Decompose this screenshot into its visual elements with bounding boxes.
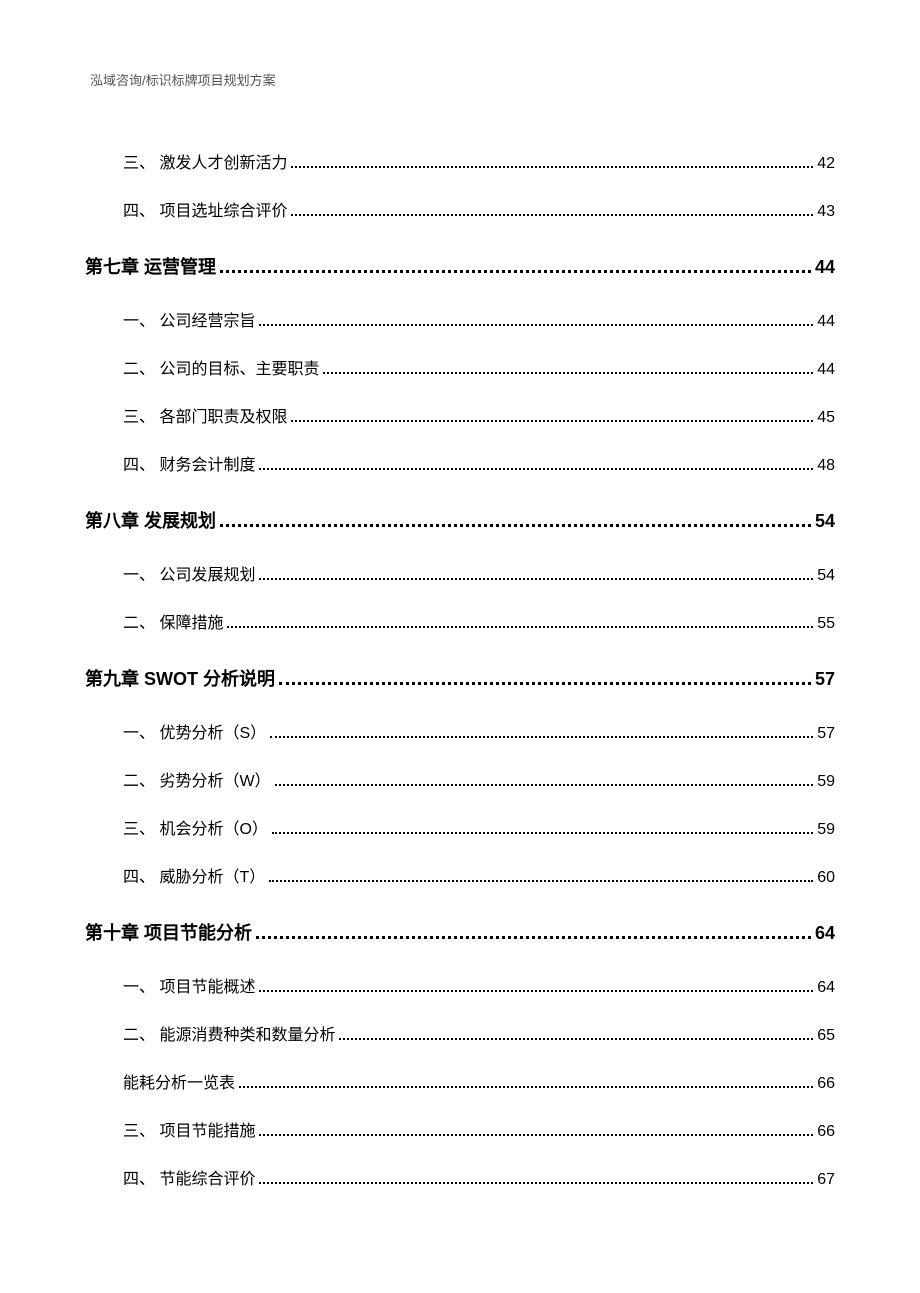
toc-leader-dots	[259, 1134, 813, 1136]
toc-entry: 四、 项目选址综合评价 43	[85, 197, 835, 221]
toc-entry-text: 二、 能源消费种类和数量分析	[123, 1021, 335, 1045]
toc-entry-text: 二、 公司的目标、主要职责	[123, 355, 319, 379]
toc-entry-page: 42	[817, 155, 835, 173]
toc-entry-page: 66	[817, 1123, 835, 1141]
toc-entry: 三、 项目节能措施 66	[85, 1117, 835, 1141]
toc-entry-text: 第十章 项目节能分析	[85, 919, 252, 945]
toc-entry-page: 64	[817, 979, 835, 997]
toc-entry: 一、 优势分析（S） 57	[85, 719, 835, 743]
toc-leader-dots	[272, 832, 813, 834]
toc-leader-dots	[279, 682, 811, 685]
toc-leader-dots	[220, 524, 811, 527]
toc-entry-page: 65	[817, 1027, 835, 1045]
table-of-contents: 三、 激发人才创新活力42四、 项目选址综合评价43第七章 运营管理44一、 公…	[80, 149, 840, 1189]
toc-entry: 三、 激发人才创新活力 42	[85, 149, 835, 173]
toc-entry-text: 四、 项目选址综合评价	[123, 197, 287, 221]
toc-entry-text: 一、 项目节能概述	[123, 973, 255, 997]
toc-entry-page: 44	[815, 257, 835, 278]
toc-entry: 二、 劣势分析（W） 59	[85, 767, 835, 791]
toc-entry: 四、 财务会计制度 48	[85, 451, 835, 475]
toc-leader-dots	[269, 880, 813, 882]
toc-entry-text: 三、 各部门职责及权限	[123, 403, 287, 427]
toc-entry-page: 45	[817, 409, 835, 427]
toc-entry: 二、 保障措施 55	[85, 609, 835, 633]
toc-entry: 一、 项目节能概述 64	[85, 973, 835, 997]
toc-entry: 四、 节能综合评价 67	[85, 1165, 835, 1189]
toc-entry: 一、 公司发展规划 54	[85, 561, 835, 585]
toc-entry: 能耗分析一览表 66	[85, 1069, 835, 1093]
toc-leader-dots	[259, 324, 813, 326]
document-page: 泓域咨询/标识标牌项目规划方案 三、 激发人才创新活力 42 四、 项目选址综合评价…	[0, 0, 920, 1293]
toc-entry-text: 四、 威胁分析（T）	[123, 863, 265, 887]
toc-entry: 二、 公司的目标、主要职责 44	[85, 355, 835, 379]
toc-entry-page: 67	[817, 1171, 835, 1189]
toc-entry-page: 59	[817, 821, 835, 839]
toc-entry-text: 第九章 SWOT 分析说明	[85, 665, 275, 691]
toc-entry: 二、 能源消费种类和数量分析 65	[85, 1021, 835, 1045]
toc-entry-page: 44	[817, 361, 835, 379]
toc-entry-text: 三、 机会分析（O）	[123, 815, 268, 839]
toc-entry-page: 54	[817, 567, 835, 585]
toc-entry-page: 48	[817, 457, 835, 475]
toc-entry-text: 一、 公司经营宗旨	[123, 307, 255, 331]
toc-entry-text: 四、 财务会计制度	[123, 451, 255, 475]
toc-entry: 三、 机会分析（O） 59	[85, 815, 835, 839]
toc-leader-dots	[323, 372, 813, 374]
toc-leader-dots	[291, 166, 813, 168]
toc-entry: 第十章 项目节能分析 64	[85, 919, 835, 945]
toc-entry: 第九章 SWOT 分析说明 57	[85, 665, 835, 691]
toc-entry-text: 第八章 发展规划	[85, 507, 216, 533]
toc-entry-page: 55	[817, 615, 835, 633]
toc-leader-dots	[259, 468, 813, 470]
toc-leader-dots	[275, 784, 814, 786]
toc-leader-dots	[227, 626, 813, 628]
toc-entry-page: 43	[817, 203, 835, 221]
toc-entry-page: 57	[815, 669, 835, 690]
toc-entry-page: 60	[817, 869, 835, 887]
toc-entry-page: 64	[815, 923, 835, 944]
toc-entry-page: 66	[817, 1075, 835, 1093]
toc-entry: 四、 威胁分析（T） 60	[85, 863, 835, 887]
toc-entry-text: 第七章 运营管理	[85, 253, 216, 279]
toc-leader-dots	[259, 990, 813, 992]
toc-entry-text: 三、 项目节能措施	[123, 1117, 255, 1141]
toc-entry: 第七章 运营管理 44	[85, 253, 835, 279]
toc-entry-page: 44	[817, 313, 835, 331]
toc-entry-text: 二、 保障措施	[123, 609, 223, 633]
toc-entry-text: 四、 节能综合评价	[123, 1165, 255, 1189]
toc-entry-text: 一、 优势分析（S）	[123, 719, 266, 743]
toc-leader-dots	[259, 578, 813, 580]
toc-entry-page: 57	[817, 725, 835, 743]
toc-leader-dots	[339, 1038, 813, 1040]
toc-leader-dots	[291, 214, 813, 216]
toc-entry: 第八章 发展规划 54	[85, 507, 835, 533]
toc-entry: 三、 各部门职责及权限 45	[85, 403, 835, 427]
toc-entry: 一、 公司经营宗旨 44	[85, 307, 835, 331]
toc-leader-dots	[291, 420, 813, 422]
toc-entry-text: 二、 劣势分析（W）	[123, 767, 271, 791]
toc-entry-page: 59	[817, 773, 835, 791]
toc-entry-text: 一、 公司发展规划	[123, 561, 255, 585]
page-header: 泓域咨询/标识标牌项目规划方案	[80, 70, 840, 89]
toc-entry-text: 能耗分析一览表	[123, 1069, 235, 1093]
toc-entry-text: 三、 激发人才创新活力	[123, 149, 287, 173]
toc-entry-page: 54	[815, 511, 835, 532]
toc-leader-dots	[256, 936, 811, 939]
toc-leader-dots	[220, 270, 811, 273]
toc-leader-dots	[259, 1182, 813, 1184]
toc-leader-dots	[270, 736, 813, 738]
toc-leader-dots	[239, 1086, 813, 1088]
